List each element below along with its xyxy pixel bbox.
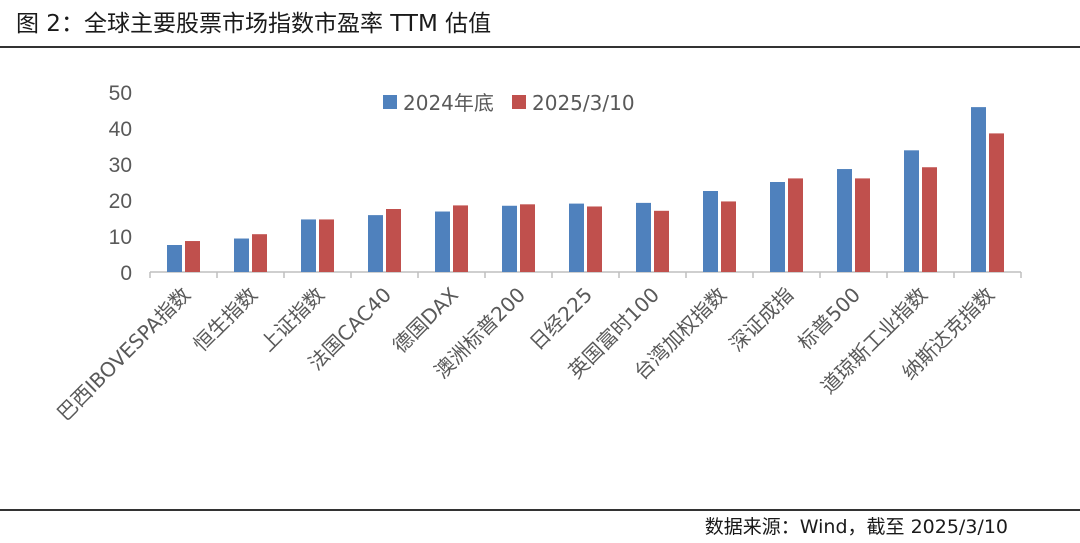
bar-2024-8	[636, 202, 651, 272]
bar-2024-5	[435, 211, 450, 272]
x-category-label: 深证成指	[724, 283, 798, 357]
bar-2024-11	[837, 169, 852, 272]
legend-swatch-2	[512, 95, 526, 109]
bar-2025-7	[587, 206, 602, 272]
bar-2024-7	[569, 203, 584, 272]
y-tick-label: 0	[120, 262, 132, 285]
bar-2024-10	[770, 182, 785, 272]
bar-2024-6	[502, 205, 517, 272]
y-tick-label: 10	[109, 226, 132, 249]
x-axis	[149, 271, 1022, 278]
bar-2024-4	[368, 215, 383, 272]
bar-2025-11	[855, 178, 870, 272]
bar-2024-12	[904, 150, 919, 272]
bar-2024-9	[703, 191, 718, 272]
bar-2024-2	[234, 238, 249, 272]
category-labels: 巴西IBOVESPA指数恒生指数上证指数法国CAC40德国DAX澳洲标普200日…	[52, 282, 999, 425]
y-tick-label: 30	[109, 154, 132, 177]
bar-2025-3	[319, 219, 334, 272]
legend-label-2: 2025/3/10	[532, 91, 635, 115]
bar-2025-12	[922, 167, 937, 272]
bar-2025-13	[989, 133, 1004, 272]
y-tick-label: 20	[109, 190, 132, 213]
y-axis: 0 10 20 30 40 50	[109, 82, 132, 285]
legend-swatch-1	[383, 95, 397, 109]
bar-chart: 0 10 20 30 40 50 巴西IBOVESPA指数恒生指数上证指数法国CAC40德…	[52, 82, 1022, 425]
x-category-label: 恒生指数	[188, 283, 262, 357]
y-tick-label: 40	[109, 118, 132, 141]
bar-2025-2	[252, 234, 267, 272]
source-note: 数据来源：Wind，截至 2025/3/10	[704, 516, 1008, 538]
bar-2024-13	[971, 107, 986, 273]
y-tick-label: 50	[109, 82, 132, 105]
x-category-label: 巴西IBOVESPA指数	[52, 283, 195, 426]
bar-2024-3	[301, 219, 316, 272]
bar-2025-6	[520, 204, 535, 272]
legend: 2024年底 2025/3/10	[383, 91, 635, 115]
legend-label-1: 2024年底	[403, 91, 494, 115]
bar-2024-1	[167, 245, 182, 272]
bar-2025-1	[185, 241, 200, 272]
bar-2025-4	[386, 209, 401, 272]
chart-title: 图 2：全球主要股票市场指数市盈率 TTM 估值	[16, 11, 492, 37]
bar-2025-10	[788, 178, 803, 272]
bar-2025-5	[453, 205, 468, 272]
bar-2025-9	[721, 201, 736, 272]
bottom-rule	[0, 509, 1080, 511]
bar-series-group	[167, 107, 1004, 273]
bar-2025-8	[654, 210, 669, 272]
top-rule	[0, 46, 1080, 48]
